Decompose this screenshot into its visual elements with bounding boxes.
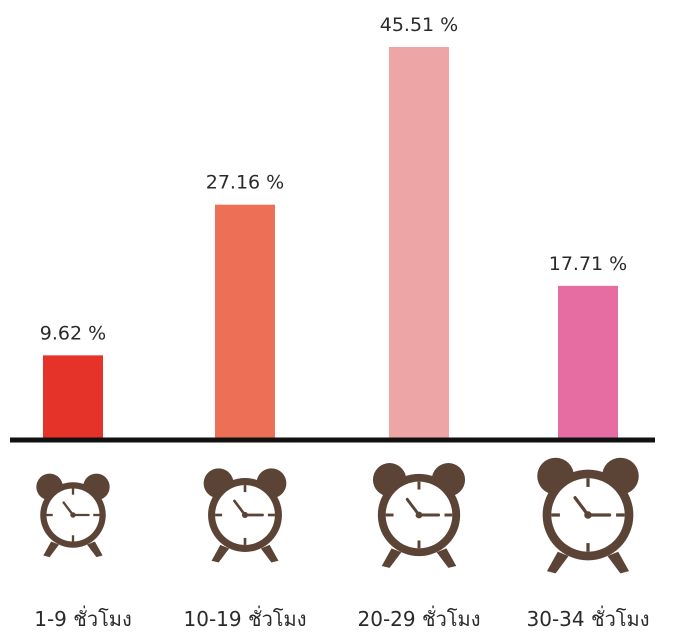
alarm-clock-icon — [372, 463, 466, 568]
bar-1 — [43, 355, 103, 438]
value-label-4: 17.71 % — [549, 253, 628, 275]
value-label-1: 9.62 % — [40, 322, 106, 344]
value-label-2: 27.16 % — [206, 172, 285, 194]
bar-4 — [558, 285, 618, 438]
value-labels-group: 9.62 % 27.16 % 45.51 % 17.71 % — [40, 14, 627, 344]
alarm-clock-icon — [537, 457, 639, 574]
bar-2 — [215, 204, 275, 438]
category-label-1: 1-9 ชั่วโมง — [34, 605, 132, 631]
category-labels-group: 1-9 ชั่วโมง 10-19 ชั่วโมง 20-29 ชั่วโมง 30-… — [34, 605, 649, 631]
category-label-2: 10-19 ชั่วโมง — [184, 605, 307, 631]
bar-3 — [389, 47, 449, 438]
alarm-clock-icon — [36, 473, 110, 558]
category-label-3: 20-29 ชั่วโมง — [358, 605, 481, 631]
bars-group — [43, 47, 618, 438]
alarm-clock-icon — [203, 468, 287, 563]
category-label-4: 30-34 ชั่วโมง — [527, 605, 650, 631]
value-label-3: 45.51 % — [380, 14, 459, 36]
clock-icons-group — [36, 457, 639, 574]
